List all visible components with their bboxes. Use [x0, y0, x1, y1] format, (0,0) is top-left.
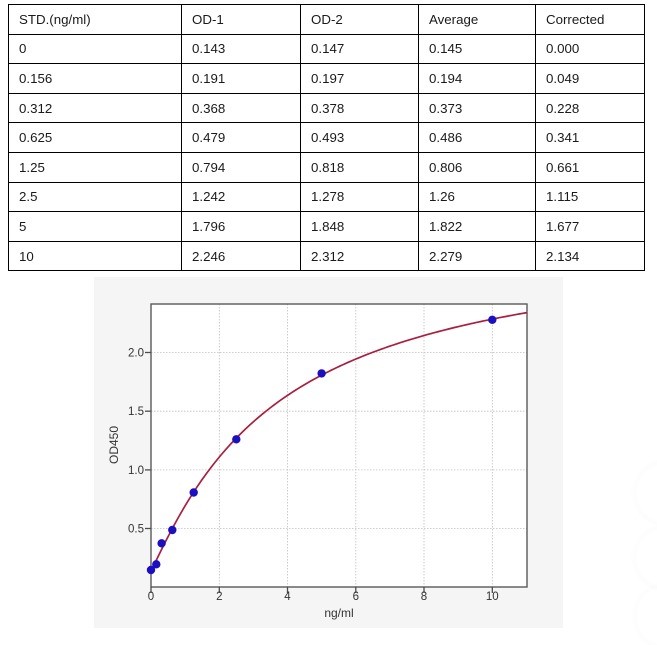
svg-text:0: 0: [148, 591, 154, 603]
svg-text:1.5: 1.5: [128, 406, 144, 418]
svg-text:8: 8: [421, 591, 427, 603]
svg-text:ng/ml: ng/ml: [324, 606, 353, 620]
svg-text:2: 2: [216, 591, 222, 603]
svg-text:6: 6: [353, 591, 359, 603]
svg-text:2.0: 2.0: [128, 348, 144, 360]
svg-text:10: 10: [486, 591, 499, 603]
svg-text:1.0: 1.0: [128, 465, 144, 477]
svg-text:4: 4: [284, 591, 291, 603]
svg-text:OD450: OD450: [107, 426, 121, 464]
svg-text:0.5: 0.5: [128, 524, 144, 536]
